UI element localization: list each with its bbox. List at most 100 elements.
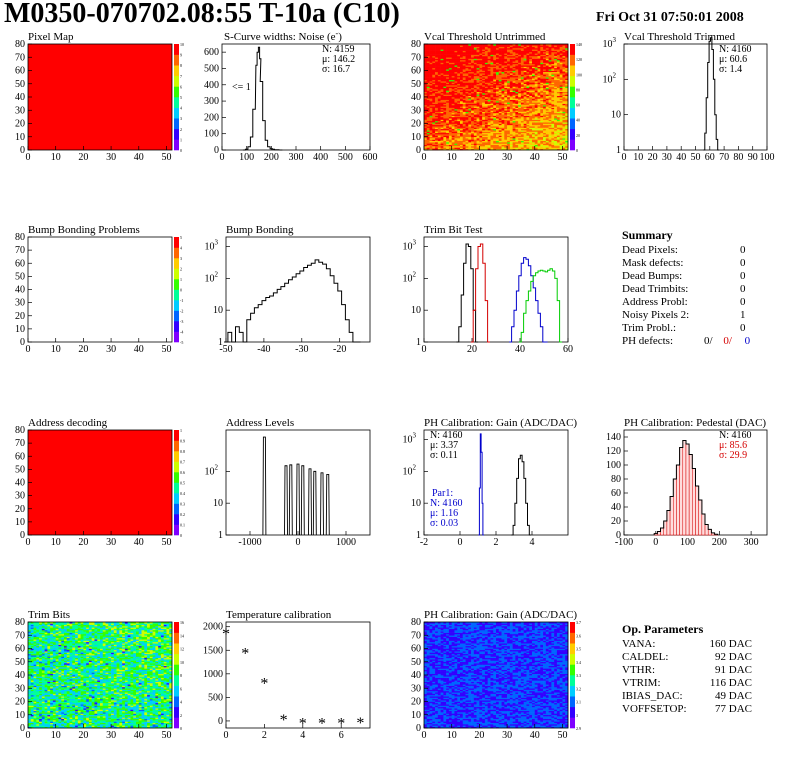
heatmap-cell [545,142,549,144]
heatmap-cell [465,132,469,135]
heatmap-cell [471,148,475,151]
heatmap-cell [498,61,502,63]
heatmap-cell [460,122,464,124]
address-peak [296,463,300,536]
heatmap-cell [36,636,40,639]
heatmap-cell [551,73,555,75]
heatmap-cell [451,116,455,119]
y-tick-label: 80 [15,39,25,50]
heatmap-cell [429,128,433,131]
heatmap-cell [432,46,436,49]
heatmap-cell [460,98,464,100]
heatmap-cell [429,106,433,108]
heatmap-cell [548,59,552,62]
heatmap-cell [507,67,511,70]
heatmap-cell [496,120,500,123]
heatmap-cell [565,53,569,55]
heatmap-cell [498,139,502,142]
heatmap-cell [562,58,566,61]
heatmap-cell [545,44,549,46]
heatmap-cell [424,82,428,85]
colorbar-segment [174,493,179,504]
heatmap-cell [545,58,549,61]
x-tick-label: 100 [239,152,254,163]
heatmap-cell [426,73,430,75]
heatmap-cell [537,147,541,149]
heatmap-cell [543,108,547,111]
heatmap-cell [448,90,452,93]
heatmap-cell [509,54,513,57]
chart-title: Trim Bits [28,609,70,621]
heatmap-cell [473,59,477,62]
heatmap-cell [451,58,455,61]
y-tick-label: 70 [15,245,25,256]
heatmap-cell [515,127,519,130]
heatmap-cell [426,99,430,102]
heatmap-cell [534,119,538,122]
heatmap-cell [523,75,527,78]
heatmap-cell [437,87,441,90]
heatmap-cell [429,93,433,95]
heatmap-cell [520,108,524,111]
heatmap-cell [457,47,461,50]
heatmap-cell [554,138,558,140]
heatmap-cell [534,110,538,112]
heatmap-cell [512,87,516,90]
heatmap-cell [482,81,486,83]
heatmap-cell [448,112,452,115]
heatmap-cell [529,62,533,65]
heatmap-cell [460,136,464,139]
heatmap-cell [490,104,494,107]
heatmap-cell [545,93,549,95]
heatmap-cell [534,122,538,124]
heatmap-cell [493,81,497,83]
heatmap-cell [532,119,536,122]
heatmap-cell [429,104,433,107]
heatmap-cell [476,140,480,143]
heatmap-cell [451,61,455,63]
heatmap-cell [515,93,519,95]
heatmap-cell [512,140,516,143]
heatmap-cell [39,696,43,698]
heatmap-cell [432,143,436,146]
heatmap-cell [476,148,480,151]
heatmap-cell [507,58,511,61]
heatmap-cell [482,104,486,107]
heatmap-cell [446,122,450,124]
heatmap-cell [520,79,524,82]
heatmap-cell [443,54,447,57]
heatmap-cell [462,91,466,94]
heatmap-cell [498,50,502,53]
heatmap-cell [545,98,549,100]
heatmap-cell [424,55,428,58]
y-tick-label: 10 [213,498,223,509]
heatmap-cell [479,132,483,135]
heatmap-cell [509,70,513,73]
heatmap-cell [437,119,441,122]
heatmap-cell [462,67,466,70]
heatmap-cell [493,110,497,112]
heatmap-cell [440,126,444,128]
heatmap-cell [540,91,544,94]
heatmap-cell [437,59,441,62]
heatmap-cell [534,73,538,75]
heatmap-cell [501,108,505,111]
heatmap-cell [462,66,466,69]
heatmap-cell [493,87,497,90]
heatmap-cell [471,86,475,89]
heatmap-cell [429,130,433,132]
heatmap-cell [551,99,555,102]
heatmap-cell [498,114,502,116]
heatmap-cell [498,102,502,104]
heatmap-cell [454,91,458,94]
heatmap-cell [543,106,547,108]
heatmap-cell [33,718,37,721]
heatmap-cell [548,85,552,87]
y-tick-label: 0 [214,145,219,156]
heatmap-cell [435,63,439,66]
heatmap-cell [565,126,569,128]
heatmap-cell [454,123,458,126]
heatmap-cell [540,131,544,134]
heatmap-cell [440,100,444,103]
heatmap-cell [435,85,439,87]
